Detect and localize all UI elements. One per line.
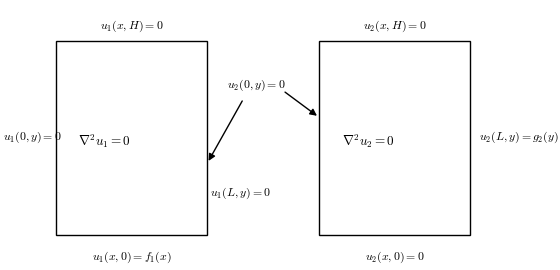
Text: $u_2(x, H) = 0$: $u_2(x, H) = 0$ xyxy=(363,18,427,34)
Bar xyxy=(56,40,207,235)
Text: $\nabla^2 u_1 = 0$: $\nabla^2 u_1 = 0$ xyxy=(78,133,132,150)
Text: $u_2(x, 0) = 0$: $u_2(x, 0) = 0$ xyxy=(365,250,424,265)
Text: $u_2(L, y) = g_2(y)$: $u_2(L, y) = g_2(y)$ xyxy=(479,130,558,145)
Text: $u_1(L, y) = 0$: $u_1(L, y) = 0$ xyxy=(210,185,271,201)
Bar xyxy=(319,40,470,235)
Text: $u_1(0, y) = 0$: $u_1(0, y) = 0$ xyxy=(3,130,62,145)
Text: $u_1(x, H) = 0$: $u_1(x, H) = 0$ xyxy=(100,18,164,34)
Text: $u_1(x, 0) = f_1(x)$: $u_1(x, 0) = f_1(x)$ xyxy=(92,250,171,265)
Text: $\nabla^2 u_2 = 0$: $\nabla^2 u_2 = 0$ xyxy=(342,133,395,150)
Text: $u_2(0, y) = 0$: $u_2(0, y) = 0$ xyxy=(227,77,286,93)
